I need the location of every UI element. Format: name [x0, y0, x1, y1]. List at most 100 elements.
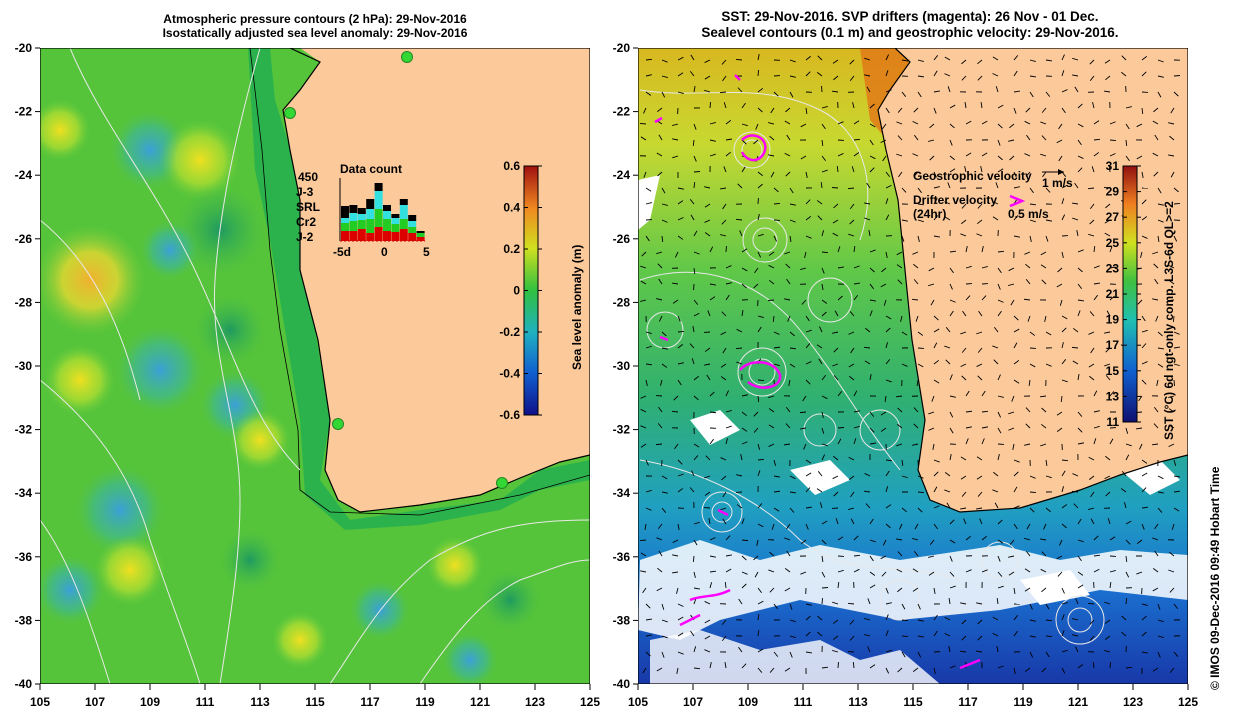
- geostrophic-arrow: [645, 202, 652, 205]
- geostrophic-arrow: [997, 374, 1001, 381]
- geostrophic-arrow: [912, 587, 919, 592]
- geostrophic-arrow: [677, 200, 684, 205]
- geostrophic-arrow: [677, 315, 681, 322]
- geostrophic-arrow: [789, 75, 796, 78]
- geostrophic-arrow: [933, 215, 939, 221]
- data-count-bar-segment: [399, 219, 408, 229]
- geostrophic-arrow: [928, 411, 935, 415]
- geostrophic-arrow: [786, 134, 791, 141]
- geostrophic-arrow: [1040, 443, 1047, 447]
- geostrophic-arrow: [949, 168, 956, 173]
- geostrophic-arrow: [1138, 395, 1143, 402]
- geostrophic-arrow: [885, 667, 890, 674]
- geostrophic-arrow: [965, 426, 972, 429]
- geostrophic-arrow: [1139, 443, 1143, 450]
- geostrophic-arrow: [656, 152, 663, 157]
- geostrophic-arrow: [1125, 139, 1128, 147]
- geostrophic-arrow: [722, 518, 727, 525]
- geostrophic-arrow: [640, 395, 647, 399]
- geostrophic-arrow: [868, 230, 871, 237]
- geostrophic-arrow: [709, 296, 716, 301]
- geostrophic-arrow: [757, 458, 765, 461]
- geostrophic-arrow: [864, 74, 871, 77]
- geostrophic-arrow: [949, 519, 955, 525]
- data-count-bar-segment: [399, 229, 408, 241]
- geostrophic-arrow: [693, 587, 700, 590]
- geostrophic-arrow: [789, 491, 796, 494]
- data-count-bar-segment: [399, 199, 408, 205]
- geostrophic-arrow: [789, 203, 796, 206]
- geostrophic-arrow: [869, 427, 875, 433]
- geostrophic-arrow: [709, 122, 716, 125]
- geostrophic-arrow: [817, 215, 823, 221]
- geostrophic-arrow: [1154, 278, 1159, 285]
- geostrophic-arrow: [1104, 90, 1111, 93]
- geostrophic-arrow: [837, 153, 844, 157]
- geostrophic-arrow: [881, 267, 887, 273]
- geostrophic-arrow: [800, 571, 807, 575]
- geostrophic-arrow: [864, 634, 871, 637]
- geostrophic-arrow: [1157, 59, 1164, 63]
- geostrophic-arrow: [757, 648, 764, 653]
- geostrophic-arrow: [853, 282, 860, 285]
- geostrophic-arrow: [1136, 427, 1143, 430]
- geostrophic-arrow: [689, 343, 695, 349]
- geostrophic-arrow: [885, 614, 889, 621]
- geostrophic-arrow: [1088, 507, 1095, 511]
- geostrophic-arrow: [832, 635, 839, 641]
- geostrophic-arrow: [960, 475, 967, 480]
- data-count-bar-segment: [357, 229, 366, 241]
- geostrophic-arrow: [869, 310, 873, 317]
- geostrophic-arrow: [901, 59, 908, 62]
- geostrophic-arrow: [821, 105, 828, 109]
- data-count-legend-srl: SRL: [296, 200, 320, 214]
- geostrophic-arrow: [1093, 438, 1097, 445]
- geostrophic-arrow: [933, 459, 940, 463]
- geostrophic-arrow: [773, 507, 780, 512]
- geostrophic-arrow: [1104, 59, 1111, 64]
- geostrophic-arrow: [805, 343, 811, 349]
- geostrophic-arrow: [977, 375, 983, 381]
- geostrophic-arrow: [690, 214, 695, 221]
- geostrophic-arrow: [1105, 491, 1111, 497]
- geostrophic-arrow: [835, 518, 839, 525]
- geostrophic-arrow: [770, 171, 775, 178]
- geostrophic-arrow: [677, 56, 684, 61]
- geostrophic-arrow: [816, 344, 823, 349]
- geostrophic-arrow: [995, 182, 999, 189]
- geostrophic-arrow: [977, 59, 983, 65]
- geostrophic-arrow: [657, 263, 663, 269]
- geostrophic-arrow: [869, 249, 876, 253]
- geostrophic-arrow: [1057, 571, 1063, 577]
- left-land: [283, 48, 590, 512]
- geostrophic-arrow: [949, 267, 954, 274]
- geostrophic-arrow: [992, 201, 999, 205]
- data-count-bar-segment: [383, 231, 391, 241]
- geostrophic-arrow: [1045, 235, 1049, 242]
- geostrophic-arrow: [1141, 631, 1147, 637]
- sla-coastal-band: [248, 48, 590, 530]
- geostrophic-arrow: [735, 347, 743, 350]
- geostrophic-arrow: [1136, 571, 1143, 575]
- geostrophic-arrow: [1061, 54, 1065, 61]
- geostrophic-arrow: [661, 475, 668, 480]
- geostrophic-arrow: [757, 523, 764, 528]
- geostrophic-arrow: [789, 635, 796, 638]
- geostrophic-arrow: [821, 123, 826, 130]
- geostrophic-arrow: [821, 443, 828, 447]
- geostrophic-arrow: [1024, 443, 1031, 446]
- geostrophic-arrow: [960, 233, 967, 237]
- right-lat-tick-label: -30: [613, 359, 631, 373]
- geostrophic-arrow: [785, 423, 791, 429]
- geostrophic-arrow: [899, 523, 903, 530]
- geostrophic-arrow: [677, 523, 680, 530]
- geostrophic-arrow: [917, 219, 924, 223]
- data-count-bar-segment: [341, 206, 349, 218]
- geostrophic-arrow: [1013, 342, 1018, 349]
- geostrophic-arrow: [805, 523, 809, 530]
- geostrophic-arrow: [1044, 315, 1047, 322]
- geostrophic-arrow: [693, 299, 699, 305]
- geostrophic-arrow: [1072, 202, 1079, 205]
- geostrophic-arrow: [784, 120, 791, 125]
- geostrophic-arrow: [1013, 360, 1020, 365]
